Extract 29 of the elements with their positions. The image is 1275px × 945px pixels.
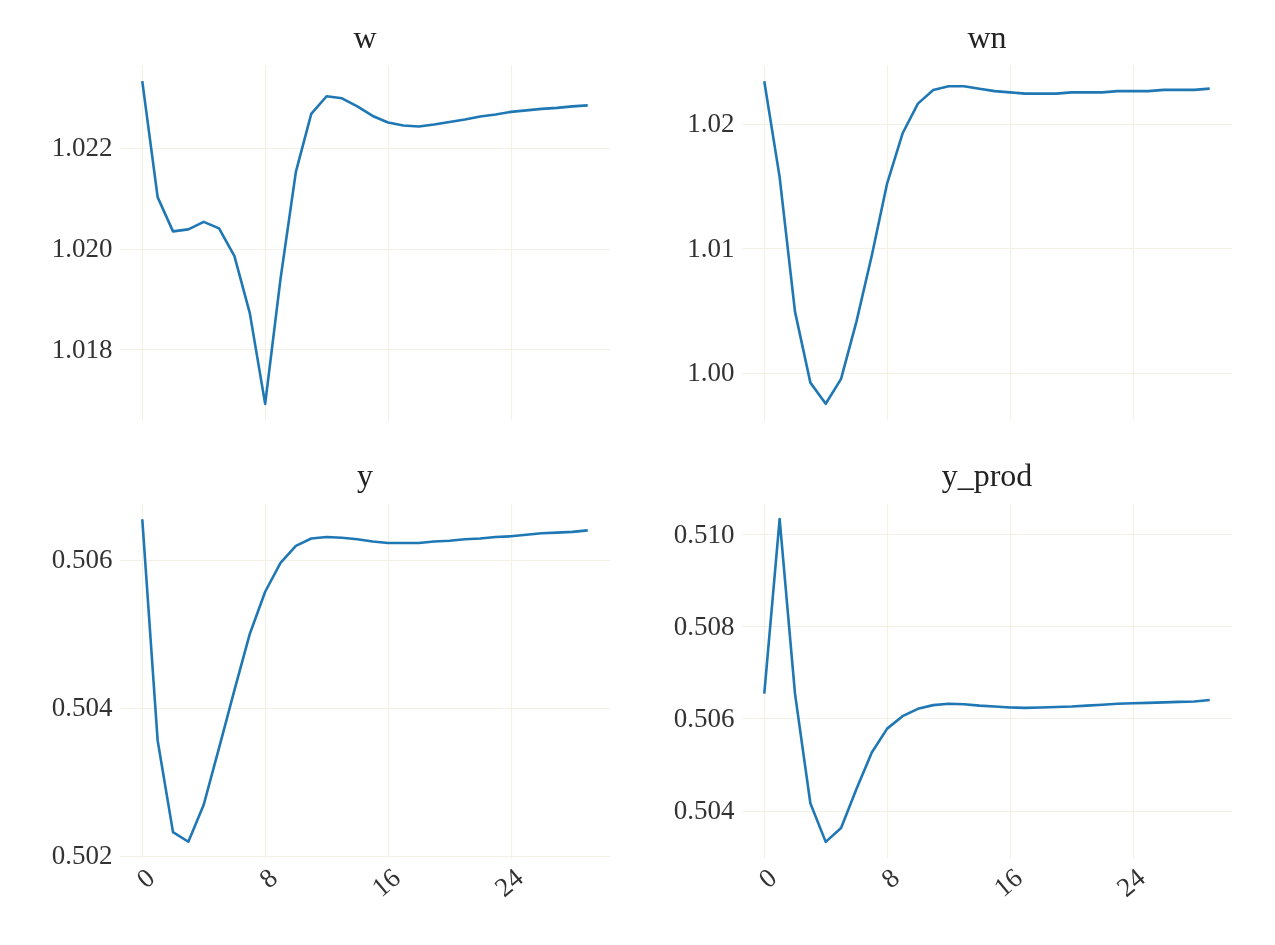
x-tick-label: 16 — [987, 862, 1028, 903]
x-tick-label: 24 — [488, 861, 530, 903]
y-tick-label: 1.01 — [687, 232, 735, 263]
chart-title: y_prod — [941, 457, 1033, 493]
chart-title: wn — [967, 19, 1007, 55]
x-tick-label: 0 — [130, 862, 161, 894]
x-tick-label: 16 — [365, 862, 406, 903]
line-series — [140, 79, 590, 406]
x-tick-label: 0 — [752, 862, 783, 894]
y-tick-label: 0.508 — [673, 610, 735, 641]
y-tick-label: 0.506 — [673, 702, 735, 733]
y-tick-label: 1.02 — [687, 108, 735, 139]
chart-title: w — [353, 19, 377, 55]
y-tick-label: 1.00 — [687, 357, 735, 388]
line-series — [762, 79, 1212, 406]
y-tick-label: 0.502 — [51, 840, 113, 871]
x-tick-label: 8 — [875, 862, 906, 894]
line-series — [762, 517, 1212, 844]
y-tick-label: 1.022 — [51, 132, 113, 163]
line-series — [140, 517, 590, 844]
y-tick-label: 0.510 — [673, 518, 735, 549]
y-tick-label: 0.504 — [51, 692, 113, 723]
y-tick-label: 1.018 — [51, 333, 113, 364]
y-tick-label: 0.504 — [673, 795, 735, 826]
y-tick-label: 1.020 — [51, 233, 113, 264]
y-tick-label: 0.506 — [51, 544, 113, 575]
x-tick-label: 8 — [253, 862, 284, 894]
chart-title: y — [357, 457, 373, 493]
x-tick-label: 24 — [1110, 861, 1152, 903]
